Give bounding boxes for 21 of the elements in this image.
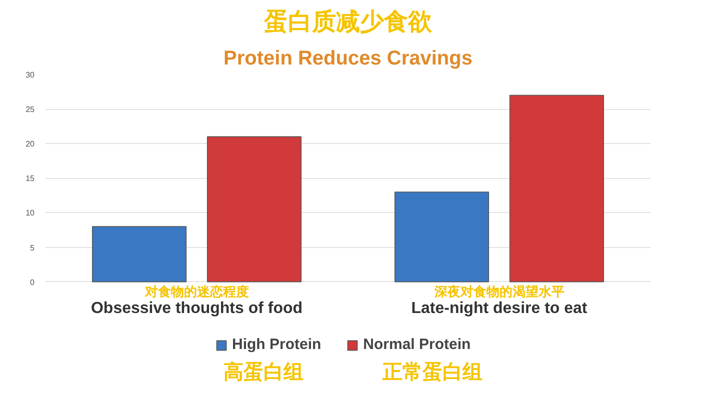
bar: [394, 192, 490, 282]
legend-label: High Protein: [232, 336, 322, 353]
bar: [509, 94, 604, 282]
bar: [206, 136, 302, 282]
text: 深夜对食物的渴望水平: [433, 284, 564, 299]
y-tick-label: 25: [26, 105, 36, 114]
text: 高蛋白组: [223, 360, 304, 384]
y-tick-label: 15: [26, 174, 36, 184]
y-tick-label: 20: [26, 140, 36, 149]
bar: [92, 226, 187, 282]
y-tick-label: 30: [26, 70, 36, 80]
text: 正常蛋白组: [382, 362, 483, 384]
x-tick-label: Late-night desire to eat: [411, 300, 588, 317]
chart-subtitle: Protein Reduces Cravings: [224, 48, 472, 70]
x-tick-label: Obsessive thoughts of food: [90, 300, 303, 317]
y-tick-label: 10: [26, 208, 36, 218]
text: 对食物的迷恋程度: [144, 284, 249, 299]
y-tick-label: 5: [30, 243, 36, 252]
legend-label: Normal Protein: [363, 336, 471, 353]
y-tick-label: 0: [30, 278, 36, 287]
chart-title: 蛋白质减少食欲: [263, 8, 433, 36]
